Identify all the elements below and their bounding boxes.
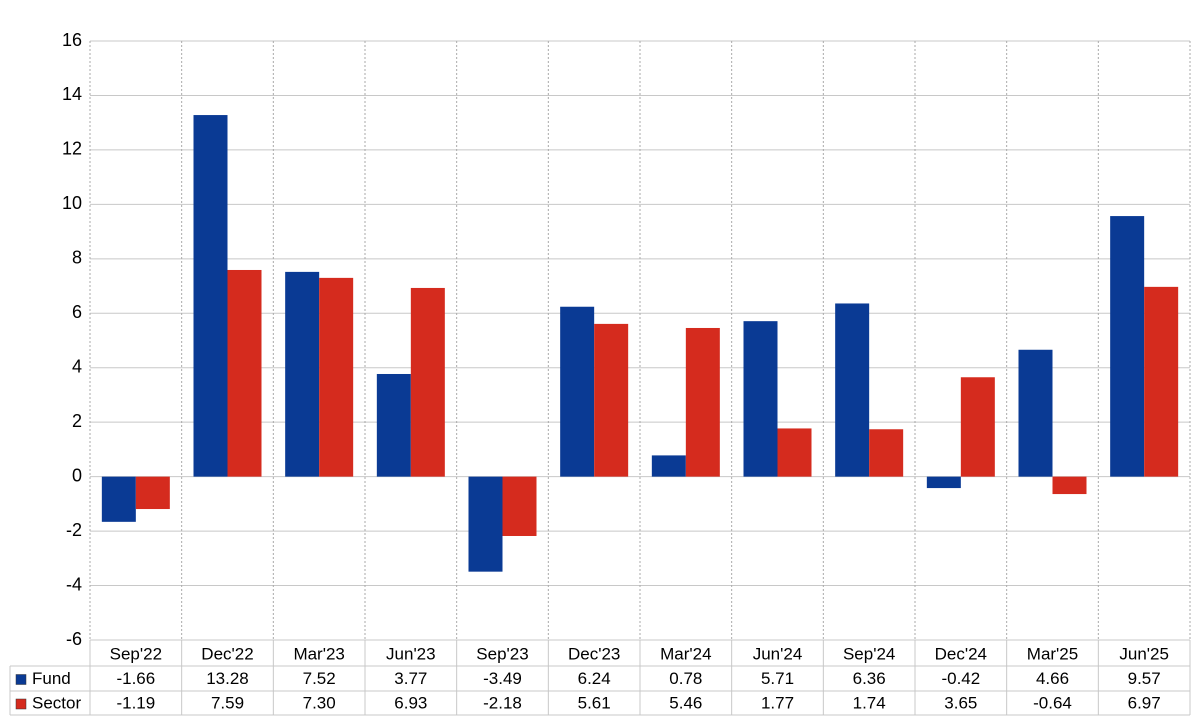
- y-tick-label: 6: [72, 302, 82, 322]
- x-tick-label: Sep'23: [476, 644, 528, 663]
- bar: [319, 277, 354, 477]
- value-label: 13.28: [206, 669, 249, 688]
- y-tick-label: -2: [66, 520, 82, 540]
- value-label: 6.97: [1128, 693, 1161, 712]
- bar: [651, 455, 686, 477]
- bar: [1144, 286, 1179, 477]
- bar: [869, 429, 904, 477]
- x-tick-label: Mar'24: [660, 644, 711, 663]
- bar: [594, 323, 629, 477]
- x-tick-label: Dec'22: [201, 644, 253, 663]
- value-label: 6.36: [853, 669, 886, 688]
- value-label: 7.30: [303, 693, 336, 712]
- bar: [835, 303, 870, 477]
- y-tick-label: 2: [72, 411, 82, 431]
- bar: [135, 476, 170, 510]
- value-label: -0.42: [941, 669, 980, 688]
- y-tick-label: 0: [72, 465, 82, 485]
- value-label: 5.46: [669, 693, 702, 712]
- bar: [743, 321, 778, 477]
- legend-swatch: [15, 698, 27, 710]
- y-tick-label: -4: [66, 574, 82, 594]
- legend-label: Fund: [32, 669, 71, 688]
- legend-label: Sector: [32, 693, 81, 712]
- bar: [468, 476, 503, 572]
- value-label: -2.18: [483, 693, 522, 712]
- legend-swatch: [15, 674, 27, 685]
- y-tick-label: 12: [62, 139, 82, 159]
- value-label: 5.61: [578, 693, 611, 712]
- bar: [1110, 216, 1145, 477]
- value-label: 1.77: [761, 693, 794, 712]
- value-label: 4.66: [1036, 669, 1069, 688]
- x-tick-label: Jun'25: [1119, 644, 1169, 663]
- x-tick-label: Mar'25: [1027, 644, 1078, 663]
- x-tick-label: Dec'23: [568, 644, 620, 663]
- x-tick-label: Jun'23: [386, 644, 436, 663]
- y-tick-label: 4: [72, 356, 82, 376]
- x-tick-label: Sep'22: [110, 644, 162, 663]
- x-tick-label: Jun'24: [753, 644, 803, 663]
- value-label: 0.78: [669, 669, 702, 688]
- bar: [376, 373, 411, 477]
- bar: [410, 287, 445, 477]
- bar: [1052, 476, 1087, 495]
- value-label: 7.52: [303, 669, 336, 688]
- bar: [685, 327, 720, 477]
- x-tick-label: Sep'24: [843, 644, 895, 663]
- value-label: -1.19: [116, 693, 155, 712]
- y-tick-label: 14: [62, 84, 82, 104]
- bar: [193, 115, 228, 477]
- x-tick-label: Dec'24: [935, 644, 987, 663]
- value-label: 1.74: [853, 693, 886, 712]
- value-label: 3.77: [394, 669, 427, 688]
- value-label: 3.65: [944, 693, 977, 712]
- value-label: 9.57: [1128, 669, 1161, 688]
- value-label: 7.59: [211, 693, 244, 712]
- bar: [101, 476, 136, 522]
- bar: [777, 428, 812, 477]
- value-label: 6.24: [578, 669, 611, 688]
- x-tick-label: Mar'23: [293, 644, 344, 663]
- y-tick-label: 16: [62, 30, 82, 50]
- bar: [285, 271, 320, 477]
- value-label: 6.93: [394, 693, 427, 712]
- bar: [560, 306, 595, 477]
- y-tick-label: 8: [72, 248, 82, 268]
- bar: [227, 269, 262, 477]
- y-tick-label: -6: [66, 629, 82, 649]
- bar: [926, 476, 961, 489]
- value-label: -3.49: [483, 669, 522, 688]
- bar: [1018, 349, 1053, 477]
- bar: [502, 476, 537, 536]
- y-tick-label: 10: [62, 193, 82, 213]
- bar: [960, 377, 995, 477]
- value-label: 5.71: [761, 669, 794, 688]
- value-label: -1.66: [116, 669, 155, 688]
- value-label: -0.64: [1033, 693, 1072, 712]
